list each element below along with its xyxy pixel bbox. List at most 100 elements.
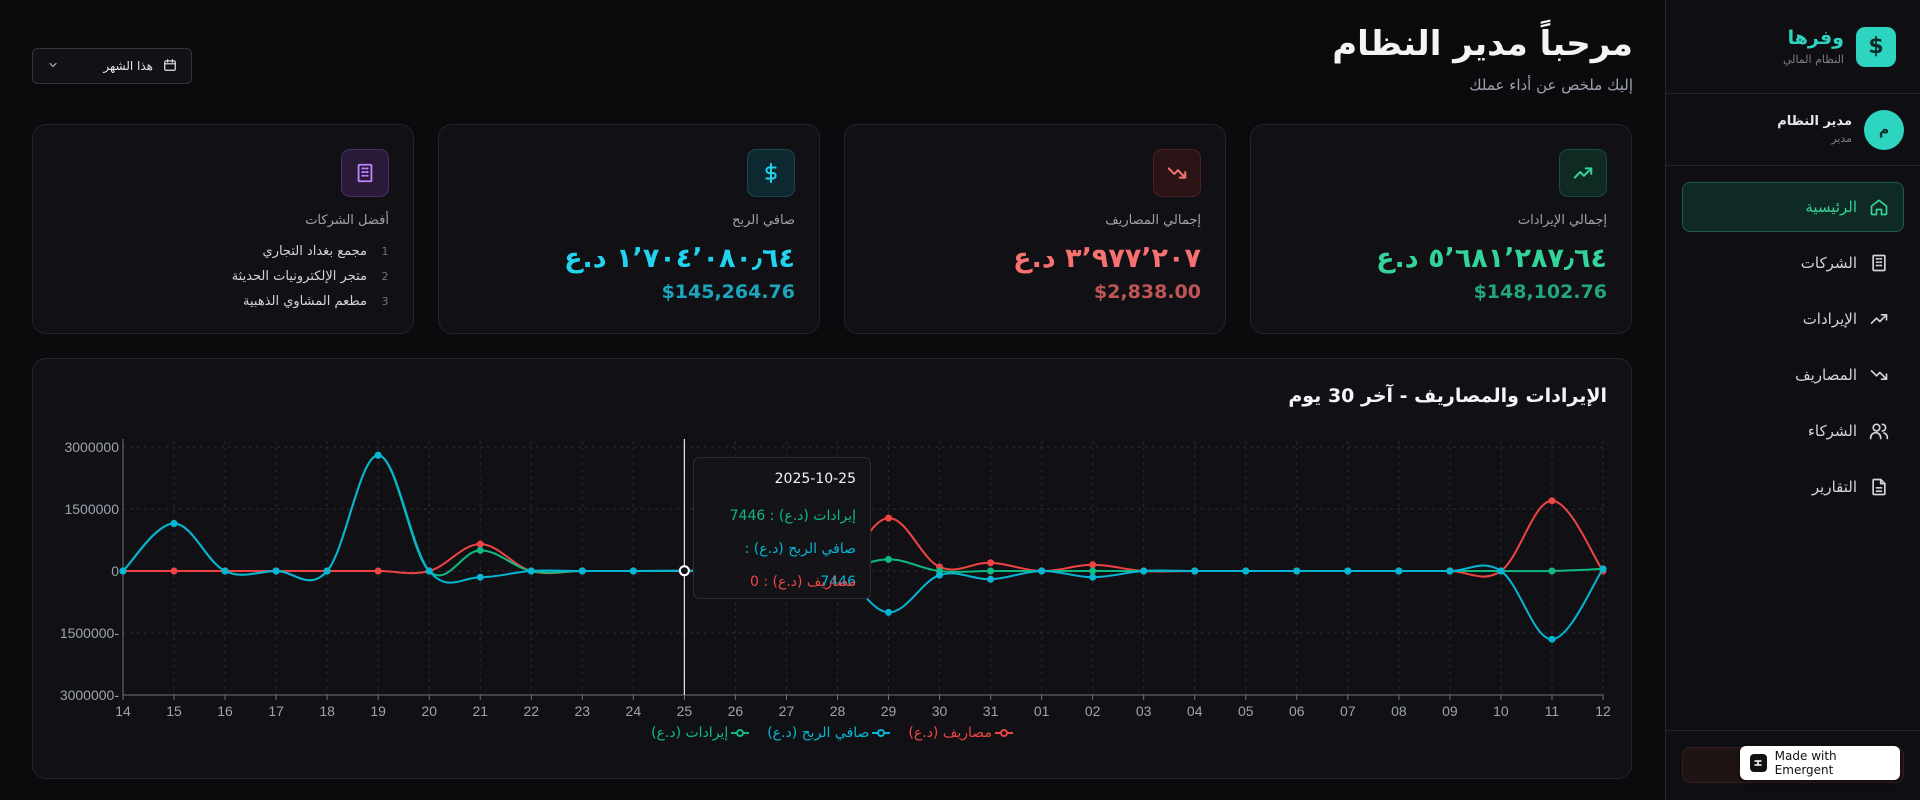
data-point bbox=[170, 567, 178, 575]
top-companies-list: 1 مجمع بغداد التجاري 2 متجر الإلكترونيات… bbox=[89, 239, 389, 314]
data-point bbox=[1548, 635, 1556, 643]
data-point bbox=[987, 559, 995, 567]
tooltip-profit: صافي الربح (د.ع) : 7446 bbox=[744, 541, 856, 590]
data-point bbox=[1089, 573, 1097, 581]
profit-value: ١٬٧٠٤٬٠٨٠٫٦٤ د.ع bbox=[564, 243, 795, 274]
brand-subtitle: النظام المالي bbox=[1782, 53, 1844, 66]
data-point bbox=[629, 567, 637, 575]
x-tick-label: 01 bbox=[1034, 703, 1050, 719]
home-icon bbox=[1869, 197, 1889, 217]
x-tick-label: 27 bbox=[779, 703, 795, 719]
data-point bbox=[323, 567, 331, 575]
rank: 3 bbox=[381, 295, 389, 308]
y-tick-label: 1500000 bbox=[64, 501, 119, 517]
revenue-usd: $148,102.76 bbox=[1473, 281, 1607, 303]
list-item[interactable]: 1 مجمع بغداد التجاري bbox=[89, 239, 389, 264]
legend-marker bbox=[731, 729, 750, 737]
page-subtitle: إليك ملخص عن أداء عملك bbox=[1469, 76, 1633, 94]
data-point bbox=[1446, 567, 1454, 575]
building-icon bbox=[1869, 253, 1889, 273]
rank: 2 bbox=[381, 270, 389, 283]
x-tick-label: 06 bbox=[1289, 703, 1305, 719]
data-point bbox=[374, 451, 382, 459]
y-tick-label: 0 bbox=[111, 563, 119, 579]
data-point bbox=[170, 519, 178, 527]
x-tick-label: 10 bbox=[1493, 703, 1509, 719]
user-role: مدير bbox=[1831, 132, 1852, 145]
sidebar-item-reports[interactable]: التقارير bbox=[1682, 462, 1904, 512]
sidebar-item-label: الشركاء bbox=[1807, 422, 1857, 440]
x-tick-label: 11 bbox=[1545, 703, 1560, 719]
data-point bbox=[1140, 567, 1148, 575]
x-tick-label: 21 bbox=[472, 703, 488, 719]
x-tick-label: 22 bbox=[523, 703, 539, 719]
period-label: هذا الشهر bbox=[103, 59, 153, 73]
profit-label: صافي الربح bbox=[732, 213, 795, 228]
legend-item[interactable]: صافي الربح (د.ع) bbox=[767, 725, 891, 741]
sidebar-item-companies[interactable]: الشركات bbox=[1682, 238, 1904, 288]
legend-label: مصاريف (د.ع) bbox=[908, 725, 992, 741]
legend-label: صافي الربح (د.ع) bbox=[767, 725, 870, 741]
dollar-icon: $ bbox=[1856, 26, 1896, 67]
data-point bbox=[119, 567, 127, 575]
legend-item[interactable]: مصاريف (د.ع) bbox=[908, 725, 1013, 741]
x-tick-label: 31 bbox=[983, 703, 999, 719]
expenses-usd: $2,838.00 bbox=[1094, 281, 1201, 303]
data-point bbox=[527, 567, 535, 575]
revenue-label: إجمالي الإيرادات bbox=[1517, 213, 1607, 228]
legend-item[interactable]: إيرادات (د.ع) bbox=[651, 725, 750, 741]
data-point bbox=[987, 575, 995, 583]
y-tick-label: 1500000- bbox=[60, 625, 120, 641]
x-tick-label: 12 bbox=[1595, 703, 1611, 719]
x-tick-label: 18 bbox=[319, 703, 335, 719]
data-point bbox=[476, 573, 484, 581]
x-tick-label: 15 bbox=[166, 703, 182, 719]
x-tick-label: 20 bbox=[421, 703, 437, 719]
trending-up-icon bbox=[1559, 149, 1607, 197]
users-icon bbox=[1869, 421, 1889, 441]
sidebar-item-revenues[interactable]: الإيرادات bbox=[1682, 294, 1904, 344]
made-with-emergent-badge[interactable]: Made with Emergent bbox=[1740, 746, 1900, 780]
brand-name: وفرها bbox=[1787, 27, 1844, 49]
revenue-value: ٥٬٦٨١٬٢٨٧٫٦٤ د.ع bbox=[1376, 243, 1607, 274]
trending-up-icon bbox=[1869, 309, 1889, 329]
rank: 1 bbox=[381, 245, 389, 258]
company-name: متجر الإلكترونيات الحديثة bbox=[231, 269, 367, 284]
chevron-down-icon bbox=[47, 59, 59, 74]
data-point bbox=[885, 514, 893, 522]
y-tick-label: 3000000 bbox=[64, 439, 119, 455]
x-tick-label: 08 bbox=[1391, 703, 1407, 719]
data-point bbox=[1089, 561, 1097, 569]
x-tick-label: 23 bbox=[575, 703, 591, 719]
legend-marker bbox=[994, 729, 1013, 737]
trending-down-icon bbox=[1869, 365, 1889, 385]
data-point bbox=[1548, 497, 1556, 505]
sidebar-item-partners[interactable]: الشركاء bbox=[1682, 406, 1904, 456]
page-title: مرحباً مدير النظام bbox=[1332, 24, 1633, 64]
list-item[interactable]: 3 مطعم المشاوي الذهبية bbox=[89, 289, 389, 314]
data-point bbox=[1242, 567, 1250, 575]
tooltip-revenue: إيرادات (د.ع) : 7446 bbox=[729, 508, 856, 524]
data-point bbox=[1548, 567, 1556, 575]
top-companies-label: أفضل الشركات bbox=[305, 213, 389, 228]
sidebar-item-home[interactable]: الرئيسية bbox=[1682, 182, 1904, 232]
x-tick-label: 24 bbox=[626, 703, 642, 719]
x-tick-label: 14 bbox=[115, 703, 131, 719]
x-tick-label: 02 bbox=[1085, 703, 1101, 719]
line-chart[interactable]: 3000000 1500000 0 1500000- 3000000-14 15 16 17 1… bbox=[33, 359, 1633, 719]
active-point bbox=[678, 565, 690, 577]
revenue-card: إجمالي الإيرادات ٥٬٦٨١٬٢٨٧٫٦٤ د.ع $148,1… bbox=[1250, 124, 1632, 334]
dollar-icon bbox=[747, 149, 795, 197]
legend-marker bbox=[872, 729, 891, 737]
data-point bbox=[476, 546, 484, 554]
x-tick-label: 07 bbox=[1340, 703, 1356, 719]
x-tick-label: 25 bbox=[677, 703, 693, 719]
data-point bbox=[885, 555, 893, 563]
calendar-icon bbox=[163, 58, 177, 75]
period-select[interactable]: هذا الشهر bbox=[32, 48, 192, 84]
sidebar-item-expenses[interactable]: المصاريف bbox=[1682, 350, 1904, 400]
user-name: مدير النظام bbox=[1777, 114, 1852, 129]
list-item[interactable]: 2 متجر الإلكترونيات الحديثة bbox=[89, 264, 389, 289]
x-tick-label: 30 bbox=[932, 703, 948, 719]
expenses-card: إجمالي المصاريف ٣٬٩٧٧٬٢٠٧ د.ع $2,838.00 bbox=[844, 124, 1226, 334]
